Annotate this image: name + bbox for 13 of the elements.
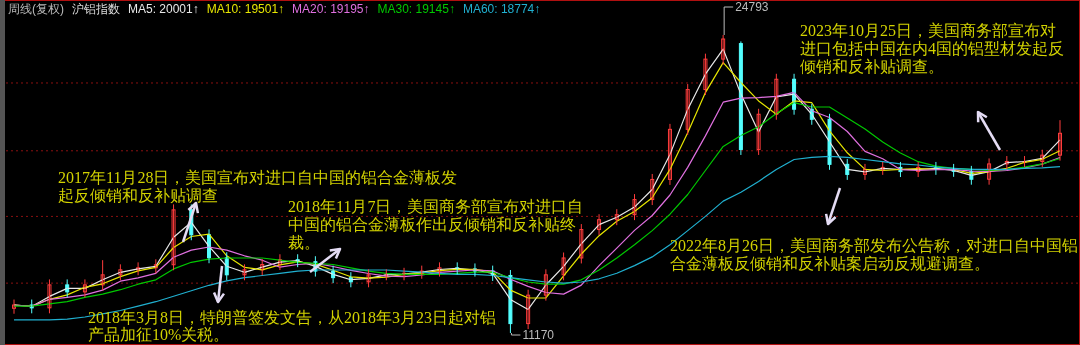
label: 24793	[723, 0, 769, 36]
annotation: 2018年3月8日，特朗普签发文告，从2018年3月23日起对铝产品加征10%关税。	[88, 309, 496, 343]
text: MA20: 19195↑	[292, 2, 370, 16]
chart-title: 沪铝指数	[72, 2, 120, 16]
label: 11170	[510, 328, 554, 342]
chart-subtitle: 周线(复权)	[8, 2, 64, 16]
text: MA5: 20001↑	[128, 2, 199, 16]
text: MA30: 19145↑	[377, 2, 455, 16]
annotation: 11170	[522, 328, 555, 342]
text: MA10: 19501↑	[206, 2, 285, 16]
text: MA60: 18774↑	[462, 2, 541, 16]
annotation: 2022年8月26日，美国商务部发布公告称，对进口自中国铝合金薄板反倾销和反补贴案启动反规避调查。	[670, 237, 1078, 272]
annotation: 2023年10月25日，美国商务部宣布对进口包括中国在内4国的铝型材发起反倾销和反补贴调查。	[800, 22, 1064, 75]
